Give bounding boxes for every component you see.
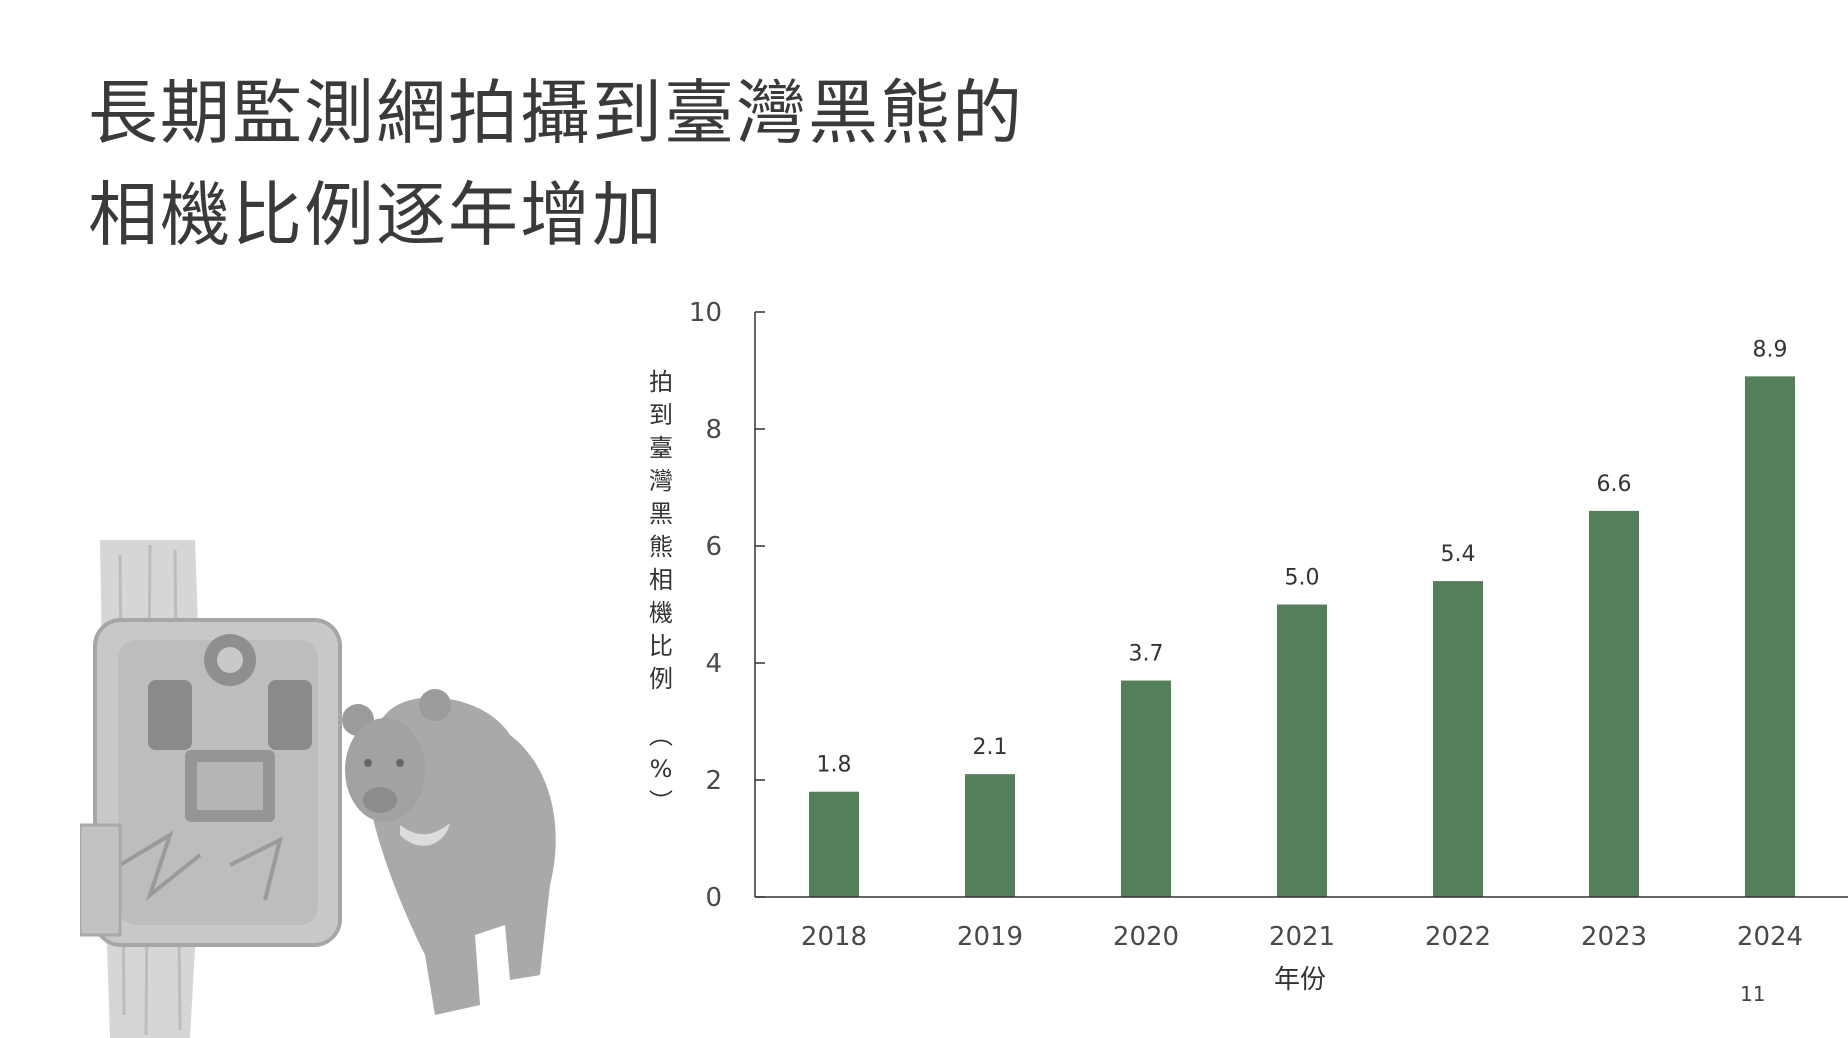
bar — [809, 791, 859, 897]
data-label: 3.7 — [1129, 642, 1164, 667]
bar — [1121, 680, 1171, 897]
y-tick-label: 4 — [705, 649, 722, 679]
y-axis-label-char: 機 — [649, 599, 673, 627]
bar — [965, 774, 1015, 897]
x-tick-label: 2023 — [1581, 922, 1647, 952]
y-axis-label-char: % — [650, 755, 673, 783]
bar — [1745, 376, 1795, 898]
x-tick-label: 2020 — [1113, 922, 1179, 952]
y-axis-label-char: ） — [646, 789, 674, 813]
y-axis-label-char: 臺 — [649, 434, 673, 462]
y-axis-label-char: 熊 — [649, 533, 673, 561]
y-tick-label: 0 — [705, 883, 722, 913]
y-axis-label-char: 黑 — [649, 500, 673, 528]
title-line-2: 相機比例逐年增加 — [88, 174, 664, 256]
y-axis: 0 2 4 6 8 10 — [689, 298, 765, 913]
data-label: 5.4 — [1441, 542, 1476, 567]
bar — [1433, 581, 1483, 897]
y-tick-label: 10 — [689, 298, 722, 328]
x-axis-label: 年份 — [1274, 965, 1326, 995]
y-axis-label-char: 例 — [649, 665, 673, 693]
page-title: 長期監測網拍攝到臺灣黑熊的 相機比例逐年增加 — [88, 62, 1188, 266]
bar — [1277, 604, 1327, 897]
title-line-1: 長期監測網拍攝到臺灣黑熊的 — [88, 72, 1024, 154]
data-label: 2.1 — [973, 735, 1008, 760]
y-axis-label-char: 拍 — [649, 368, 673, 396]
bars: 1.8 2.1 3.7 5.0 5.4 6.6 8.9 — [809, 337, 1795, 898]
x-tick-label: 2022 — [1425, 922, 1491, 952]
y-tick-label: 8 — [705, 415, 722, 445]
y-axis-label-char: 比 — [649, 632, 673, 660]
trail-camera-icon — [80, 618, 342, 947]
y-axis-label-char: 到 — [649, 401, 673, 429]
data-label: 6.6 — [1597, 472, 1632, 497]
x-tick-label: 2019 — [957, 922, 1023, 952]
y-axis-label-char: 相 — [649, 566, 673, 594]
y-tick-label: 6 — [705, 532, 722, 562]
x-tick-label: 2024 — [1737, 922, 1803, 952]
x-axis: 2018 2019 2020 2021 2022 2023 2024 — [755, 896, 1848, 952]
black-bear-icon — [342, 689, 556, 1015]
y-axis-label-char: 灣 — [649, 467, 673, 495]
data-label: 5.0 — [1285, 566, 1320, 591]
y-axis-label-char: （ — [646, 723, 674, 747]
bar — [1589, 510, 1639, 897]
x-tick-label: 2021 — [1269, 922, 1335, 952]
data-label: 1.8 — [817, 753, 852, 778]
y-tick-label: 2 — [705, 766, 722, 796]
page-number: 11 — [1740, 982, 1766, 1006]
x-tick-label: 2018 — [801, 922, 867, 952]
trail-camera-bear-illustration — [80, 540, 556, 1038]
data-label: 8.9 — [1753, 337, 1788, 362]
